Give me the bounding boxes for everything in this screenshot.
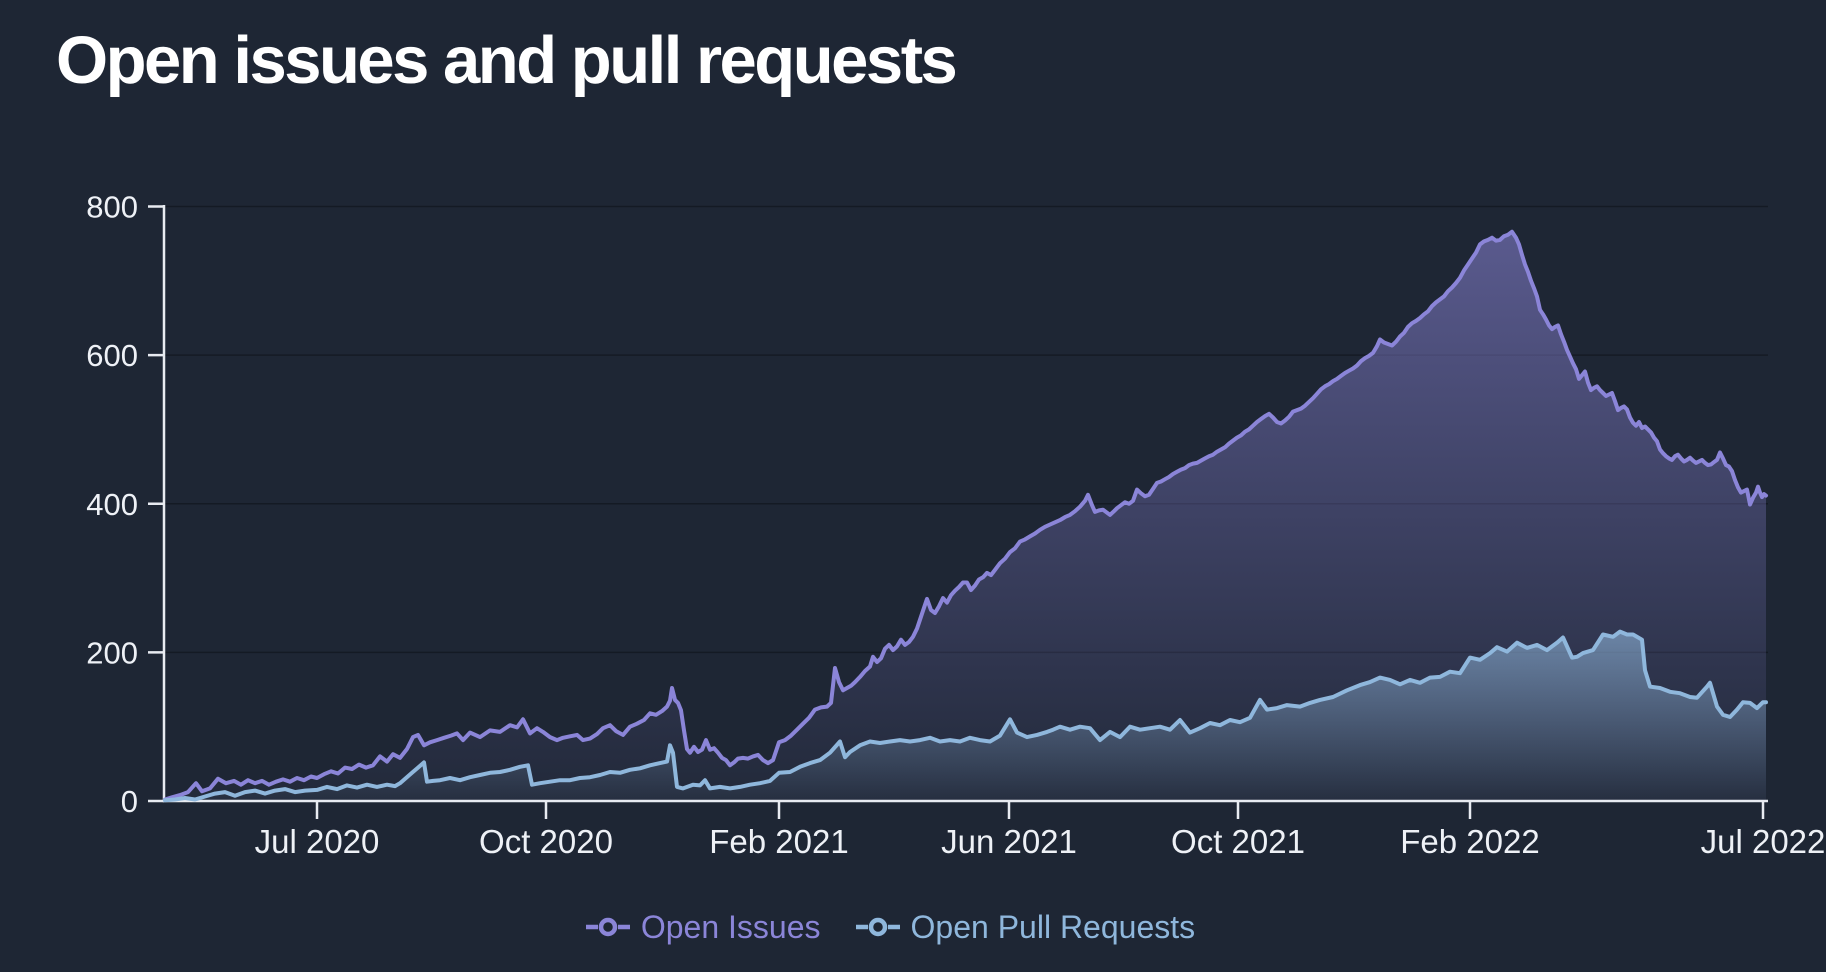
legend-item-open-issues[interactable]: Open Issues bbox=[585, 909, 821, 946]
y-tick-label-800: 800 bbox=[86, 190, 138, 225]
x-tick-label-Jun-2021: Jun 2021 bbox=[941, 823, 1077, 860]
x-tick-label-Jul-2020: Jul 2020 bbox=[255, 823, 380, 860]
legend-label-open-pull-requests: Open Pull Requests bbox=[910, 908, 1196, 945]
y-tick-label-0: 0 bbox=[121, 784, 138, 819]
x-tick-label-Feb-2022: Feb 2022 bbox=[1400, 823, 1539, 860]
x-tick-label-Oct-2020: Oct 2020 bbox=[479, 823, 613, 860]
x-tick-label-Oct-2021: Oct 2021 bbox=[1171, 823, 1305, 860]
chart-title: Open issues and pull requests bbox=[56, 23, 958, 98]
open-issues-area bbox=[165, 231, 1766, 802]
open-issues-line bbox=[163, 229, 1768, 802]
open-pull-requests-area bbox=[165, 631, 1766, 801]
x-tick-label-Jul-2022: Jul 2022 bbox=[1701, 823, 1826, 860]
y-tick-label-200: 200 bbox=[86, 635, 138, 670]
open-issues-legend-marker-icon bbox=[585, 917, 630, 937]
open-pull-requests-line bbox=[163, 629, 1768, 803]
legend-label-open-issues: Open Issues bbox=[640, 908, 821, 945]
open-pull-requests-legend-marker-icon bbox=[855, 917, 900, 937]
y-tick-label-400: 400 bbox=[86, 487, 138, 522]
legend-item-open-pull-requests[interactable]: Open Pull Requests bbox=[855, 908, 1196, 946]
x-tick-label-Feb-2021: Feb 2021 bbox=[709, 823, 848, 860]
chart-legend: Open Issues Open Pull Requests bbox=[0, 903, 1780, 951]
y-tick-label-600: 600 bbox=[86, 338, 138, 373]
